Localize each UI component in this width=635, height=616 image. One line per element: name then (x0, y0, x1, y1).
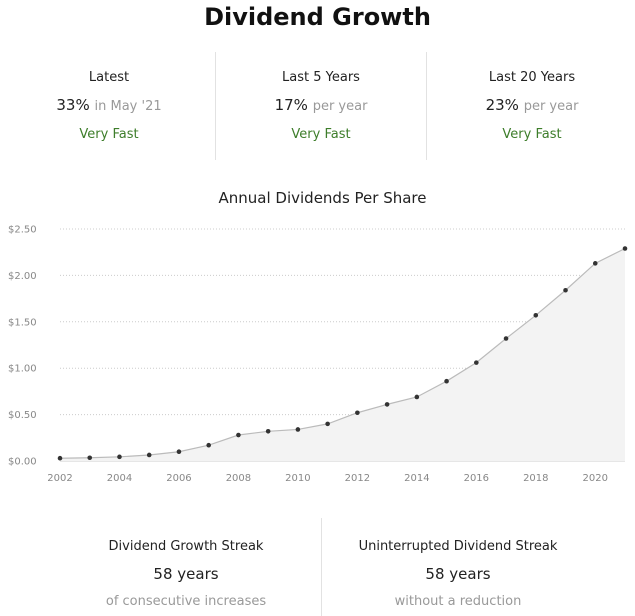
x-tick-label: 2020 (583, 473, 608, 484)
data-point (474, 360, 479, 365)
stat-label: Last 5 Years (282, 70, 360, 85)
stat-label: Last 20 Years (488, 70, 576, 85)
divider (426, 52, 427, 160)
x-tick-label: 2008 (226, 473, 251, 484)
stat-rating: Very Fast (291, 127, 351, 142)
data-point (325, 421, 330, 427)
data-point (117, 454, 122, 460)
stat-value: 23% per year (427, 96, 635, 114)
chart-title: Annual Dividends Per Share (218, 189, 427, 207)
stat-value: 33% in May '21 (4, 96, 214, 114)
stat-value-number: 23% (485, 96, 519, 114)
stat-last-5-years: Last 5 Years 17% per year Very Fast (216, 52, 426, 160)
streak-sub: without a reduction (394, 594, 522, 609)
y-tick-label: $1.50 (8, 317, 37, 328)
x-tick-label: 2012 (345, 473, 370, 484)
stat-last-20-years: Last 20 Years 23% per year Very Fast (427, 52, 635, 160)
page-title: Dividend Growth (204, 3, 431, 31)
streak-label: Dividend Growth Streak (108, 539, 264, 554)
growth-stats: Latest 33% in May '21 Very Fast Last 5 Y… (4, 52, 635, 160)
data-point (265, 429, 271, 434)
streak-sub: of consecutive increases (105, 594, 267, 609)
y-tick-label: $0.00 (8, 457, 37, 468)
y-tick-label: $2.50 (8, 225, 37, 236)
data-point (236, 432, 241, 438)
stat-value-number: 33% (56, 96, 90, 114)
data-point (444, 378, 449, 384)
stat-value-number: 17% (274, 96, 308, 114)
x-tick-label: 2004 (107, 473, 132, 484)
data-point (533, 313, 539, 318)
x-tick-label: 2006 (166, 473, 191, 484)
x-tick-label: 2010 (285, 473, 310, 484)
streaks: Dividend Growth Streak 58 years of conse… (0, 518, 635, 616)
data-point (503, 336, 509, 341)
dividend-chart: $0.00 $0.50 $1.00 $1.50 $2.00 $2.50 2002 2004 20… (8, 225, 628, 484)
data-point (563, 287, 568, 293)
series-line (59, 247, 626, 459)
stat-label: Latest (88, 70, 130, 85)
data-point (87, 455, 93, 461)
streak-value: 58 years (425, 565, 491, 583)
data-point (384, 402, 390, 407)
streak-label: Uninterrupted Dividend Streak (358, 539, 558, 554)
data-point (592, 261, 598, 266)
stat-rating: Very Fast (502, 127, 562, 142)
data-point (414, 394, 420, 400)
y-tick-label: $2.00 (8, 271, 37, 282)
stat-value-suffix: per year (523, 99, 579, 114)
divider (321, 518, 322, 616)
data-point (176, 449, 182, 455)
series-area (60, 248, 625, 461)
data-point (206, 442, 211, 448)
stat-value-suffix: in May '21 (94, 99, 162, 114)
stat-value-suffix: per year (312, 99, 368, 114)
stat-latest: Latest 33% in May '21 Very Fast (4, 52, 214, 160)
y-tick-label: $1.00 (8, 364, 37, 375)
x-tick-label: 2018 (523, 473, 548, 484)
data-point (295, 427, 301, 432)
y-tick-label: $0.50 (8, 410, 37, 421)
data-point (622, 246, 628, 251)
x-tick-label: 2016 (464, 473, 489, 484)
x-tick-label: 2014 (404, 473, 429, 484)
data-point (146, 452, 152, 458)
x-tick-label: 2002 (47, 473, 72, 484)
streak-value: 58 years (153, 565, 219, 583)
stat-value: 17% per year (216, 96, 426, 114)
data-point (355, 410, 360, 416)
data-point (57, 455, 63, 461)
divider (215, 52, 216, 160)
stat-rating: Very Fast (79, 127, 139, 142)
